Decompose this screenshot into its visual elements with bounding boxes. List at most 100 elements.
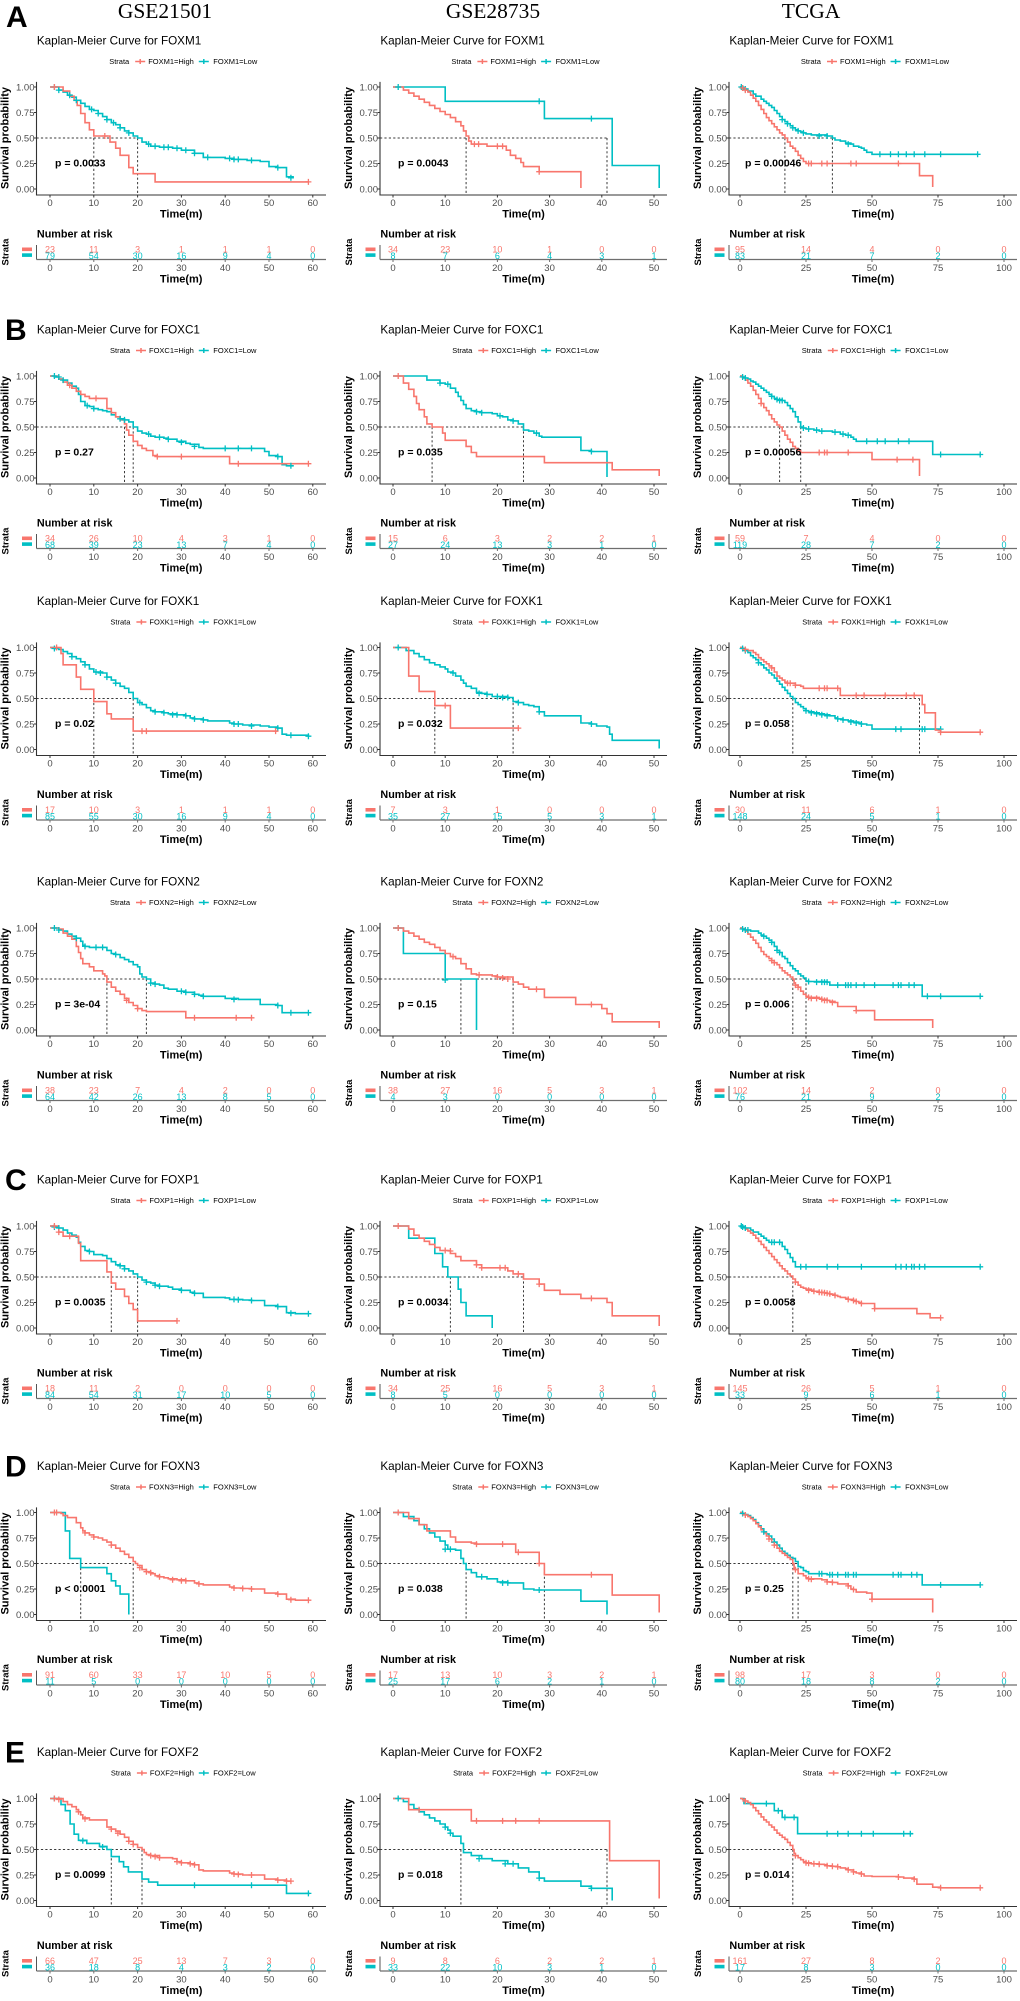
- svg-text:0: 0: [1001, 1670, 1006, 1680]
- svg-text:FOXC1=Low: FOXC1=Low: [905, 346, 949, 355]
- svg-text:Survival probability: Survival probability: [0, 647, 12, 750]
- svg-text:21: 21: [801, 251, 811, 261]
- svg-text:0: 0: [1001, 1677, 1006, 1687]
- svg-text:0: 0: [1001, 805, 1006, 815]
- svg-text:0: 0: [1001, 1956, 1006, 1966]
- svg-text:10: 10: [220, 1390, 230, 1400]
- svg-text:25: 25: [801, 1039, 812, 1050]
- svg-text:0: 0: [47, 1689, 52, 1700]
- svg-text:0.75: 0.75: [360, 668, 379, 679]
- svg-text:FOXK1=High: FOXK1=High: [492, 618, 536, 627]
- svg-text:2: 2: [935, 540, 940, 550]
- svg-text:0: 0: [390, 552, 395, 563]
- svg-text:50: 50: [264, 487, 275, 498]
- svg-text:0.00: 0.00: [709, 1896, 728, 1907]
- svg-text:50: 50: [264, 1909, 275, 1920]
- svg-text:0: 0: [651, 1092, 656, 1102]
- svg-text:25: 25: [801, 1337, 812, 1348]
- svg-text:10: 10: [440, 1402, 451, 1413]
- svg-text:40: 40: [597, 1623, 608, 1634]
- svg-text:0.00: 0.00: [709, 1025, 728, 1036]
- svg-text:0: 0: [310, 1670, 315, 1680]
- svg-text:Survival probability: Survival probability: [0, 1512, 12, 1615]
- svg-text:Number at risk: Number at risk: [729, 1940, 806, 1952]
- svg-text:10: 10: [440, 487, 451, 498]
- svg-text:0: 0: [47, 1402, 52, 1413]
- svg-text:Kaplan-Meier Curve for FOXK1: Kaplan-Meier Curve for FOXK1: [37, 595, 199, 608]
- svg-text:Time(m): Time(m): [502, 1634, 545, 1646]
- svg-text:50: 50: [649, 824, 660, 835]
- svg-text:10: 10: [89, 1975, 100, 1986]
- svg-text:34: 34: [388, 244, 398, 254]
- svg-text:Number at risk: Number at risk: [380, 1069, 457, 1081]
- svg-text:p = 0.15: p = 0.15: [398, 999, 437, 1011]
- svg-text:0.50: 0.50: [709, 974, 728, 985]
- svg-text:50: 50: [264, 1623, 275, 1634]
- svg-text:Survival probability: Survival probability: [343, 1225, 355, 1328]
- svg-text:0.75: 0.75: [709, 1247, 728, 1258]
- svg-text:Strata: Strata: [344, 1663, 355, 1691]
- svg-text:FOXP1=High: FOXP1=High: [149, 1196, 193, 1205]
- svg-text:0: 0: [737, 263, 742, 274]
- svg-text:Time(m): Time(m): [852, 1699, 895, 1711]
- svg-text:0.50: 0.50: [709, 133, 728, 144]
- svg-text:25: 25: [388, 1677, 398, 1687]
- svg-text:0: 0: [310, 1383, 315, 1393]
- svg-text:75: 75: [933, 1402, 944, 1413]
- svg-text:p = 0.0058: p = 0.0058: [745, 1297, 796, 1309]
- svg-text:Survival probability: Survival probability: [0, 375, 12, 478]
- svg-text:10: 10: [89, 805, 99, 815]
- svg-text:38: 38: [388, 1085, 398, 1095]
- svg-text:2: 2: [935, 1092, 940, 1102]
- svg-text:p = 0.00056: p = 0.00056: [745, 447, 801, 459]
- svg-text:0: 0: [1001, 251, 1006, 261]
- svg-text:0.50: 0.50: [360, 422, 379, 433]
- svg-text:FOXF2=High: FOXF2=High: [492, 1769, 536, 1778]
- svg-text:0: 0: [1001, 1383, 1006, 1393]
- svg-text:Time(m): Time(m): [852, 1115, 895, 1127]
- svg-text:20: 20: [132, 824, 143, 835]
- svg-text:161: 161: [732, 1956, 747, 1966]
- svg-text:Kaplan-Meier Curve for FOXN2: Kaplan-Meier Curve for FOXN2: [37, 876, 200, 889]
- svg-text:0: 0: [310, 1956, 315, 1966]
- svg-text:0.00: 0.00: [709, 1323, 728, 1334]
- svg-text:Time(m): Time(m): [502, 1413, 545, 1425]
- svg-text:0.75: 0.75: [16, 108, 35, 119]
- svg-text:5: 5: [869, 812, 874, 822]
- svg-text:Time(m): Time(m): [502, 1115, 545, 1127]
- svg-text:1: 1: [179, 805, 184, 815]
- svg-text:20: 20: [132, 758, 143, 769]
- svg-text:5: 5: [266, 1670, 271, 1680]
- svg-text:Number at risk: Number at risk: [729, 1367, 806, 1379]
- svg-text:0.50: 0.50: [360, 974, 379, 985]
- svg-text:50: 50: [649, 758, 660, 769]
- svg-text:0.75: 0.75: [16, 668, 35, 679]
- svg-text:0: 0: [390, 1689, 395, 1700]
- svg-text:50: 50: [867, 263, 878, 274]
- svg-text:Strata: Strata: [451, 57, 472, 66]
- svg-text:1.00: 1.00: [709, 1508, 728, 1519]
- svg-text:7: 7: [443, 251, 448, 261]
- svg-text:25: 25: [801, 1689, 812, 1700]
- svg-text:Time(m): Time(m): [160, 769, 203, 781]
- svg-text:Strata: Strata: [1, 1663, 12, 1691]
- svg-text:0: 0: [1001, 1963, 1006, 1973]
- svg-text:0: 0: [1001, 1390, 1006, 1400]
- svg-text:5: 5: [547, 1085, 552, 1095]
- svg-text:0: 0: [266, 1085, 271, 1095]
- svg-text:30: 30: [544, 263, 555, 274]
- svg-text:60: 60: [308, 1689, 319, 1700]
- svg-text:30: 30: [544, 198, 555, 209]
- svg-text:18: 18: [89, 1963, 99, 1973]
- svg-text:Time(m): Time(m): [502, 274, 545, 286]
- svg-text:15: 15: [492, 812, 502, 822]
- svg-text:10: 10: [89, 198, 100, 209]
- svg-text:2: 2: [935, 1956, 940, 1966]
- svg-text:26: 26: [133, 1092, 143, 1102]
- svg-text:Strata: Strata: [452, 346, 473, 355]
- svg-text:0.75: 0.75: [709, 1819, 728, 1830]
- svg-text:Kaplan-Meier Curve for FOXP1: Kaplan-Meier Curve for FOXP1: [380, 1174, 542, 1187]
- svg-text:0.00: 0.00: [360, 1610, 379, 1621]
- svg-text:7: 7: [869, 540, 874, 550]
- svg-text:9: 9: [223, 251, 228, 261]
